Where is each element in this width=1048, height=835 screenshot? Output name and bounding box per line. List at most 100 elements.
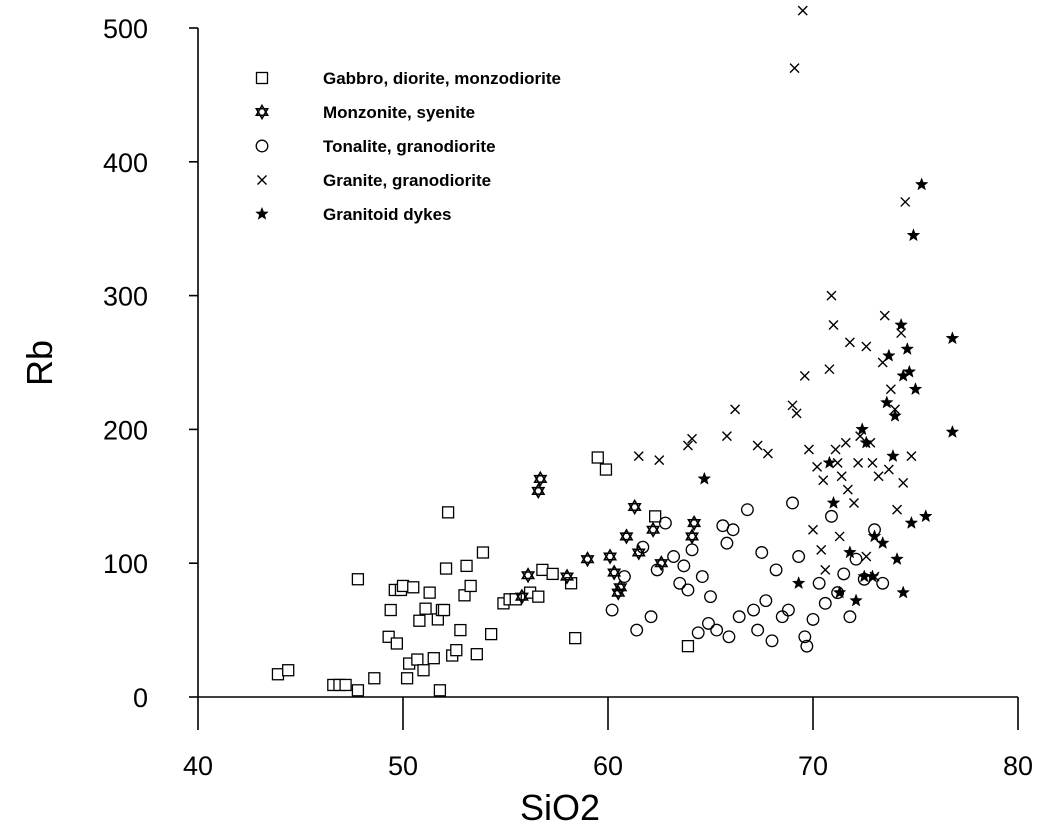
series-star6 <box>514 470 702 605</box>
data-point <box>532 590 545 603</box>
data-point <box>894 317 909 331</box>
legend-marker-x <box>257 175 267 185</box>
data-point <box>351 573 365 586</box>
legend-label: Monzonite, syenite <box>323 103 475 122</box>
data-point <box>646 521 661 538</box>
data-point <box>726 523 740 537</box>
data-point <box>382 630 395 643</box>
data-point <box>721 431 732 442</box>
data-point <box>806 612 820 626</box>
data-point <box>781 603 795 617</box>
data-point <box>791 576 806 590</box>
data-point <box>762 448 773 459</box>
data-point <box>902 364 917 378</box>
data-point <box>351 684 365 697</box>
data-point <box>591 451 604 464</box>
data-point <box>531 482 546 500</box>
data-point <box>437 603 451 617</box>
data-point <box>677 559 691 573</box>
data-point <box>569 631 582 645</box>
data-point <box>450 644 463 657</box>
data-point <box>339 678 352 692</box>
data-point <box>396 579 410 593</box>
data-point <box>828 320 839 331</box>
data-point <box>898 477 909 488</box>
data-point <box>906 228 921 242</box>
data-point <box>599 463 613 476</box>
data-point <box>603 548 618 565</box>
data-point <box>417 664 430 677</box>
data-point <box>803 444 814 455</box>
y-tick-label: 400 <box>103 148 148 178</box>
data-point <box>791 408 802 419</box>
data-point <box>832 585 847 599</box>
data-point <box>886 448 900 463</box>
data-point <box>836 471 847 482</box>
series-square <box>271 451 695 697</box>
data-point <box>649 510 662 523</box>
data-point <box>613 579 628 596</box>
data-point <box>945 331 960 345</box>
data-point <box>855 431 866 442</box>
data-point <box>423 586 436 599</box>
data-point <box>792 550 806 563</box>
series-circle <box>605 496 890 653</box>
data-point <box>881 348 896 362</box>
data-points <box>271 5 960 697</box>
data-point <box>617 570 631 584</box>
data-point <box>900 341 915 355</box>
data-point <box>611 584 626 601</box>
legend-label: Tonalite, granodiorite <box>323 137 496 156</box>
data-point <box>636 540 650 554</box>
data-point <box>896 328 907 339</box>
data-point <box>368 672 381 685</box>
data-point <box>419 602 432 615</box>
data-point <box>843 545 857 559</box>
data-point <box>896 585 911 599</box>
data-point <box>775 610 789 624</box>
data-point <box>818 596 832 610</box>
data-point <box>787 400 798 411</box>
data-point <box>755 546 769 559</box>
data-point <box>818 475 829 486</box>
y-tick-label: 500 <box>103 14 148 44</box>
data-point <box>407 581 420 594</box>
data-point <box>820 564 831 575</box>
data-point <box>521 567 536 584</box>
data-point <box>885 384 896 395</box>
data-point <box>747 603 761 617</box>
data-point <box>681 583 695 597</box>
data-point <box>476 546 490 559</box>
data-point <box>536 563 549 577</box>
data-point <box>546 567 559 581</box>
data-point <box>855 422 870 436</box>
data-point <box>906 451 917 462</box>
data-point <box>691 626 705 640</box>
data-point <box>710 623 724 637</box>
data-point <box>900 196 911 207</box>
legend-marker-circle <box>255 139 269 153</box>
data-point <box>840 437 851 448</box>
axes <box>197 28 1018 698</box>
data-point <box>812 576 826 590</box>
data-point <box>844 337 855 348</box>
data-point <box>282 664 295 677</box>
data-point <box>667 550 681 563</box>
data-point <box>797 5 808 16</box>
data-point <box>732 610 746 624</box>
data-point <box>441 506 455 519</box>
data-point <box>892 504 903 515</box>
data-point <box>875 535 890 549</box>
data-point <box>843 610 857 624</box>
x-tick-label: 80 <box>1003 751 1033 781</box>
data-point <box>687 433 698 444</box>
data-point <box>908 382 923 396</box>
data-point <box>390 637 404 650</box>
data-point <box>826 290 837 301</box>
y-ticks: 0 100 200 300 400 500 <box>103 14 198 713</box>
x-tick-label: 60 <box>593 751 623 781</box>
data-point <box>630 623 644 637</box>
data-point <box>722 630 736 644</box>
data-point <box>384 603 397 617</box>
data-point <box>914 177 929 191</box>
